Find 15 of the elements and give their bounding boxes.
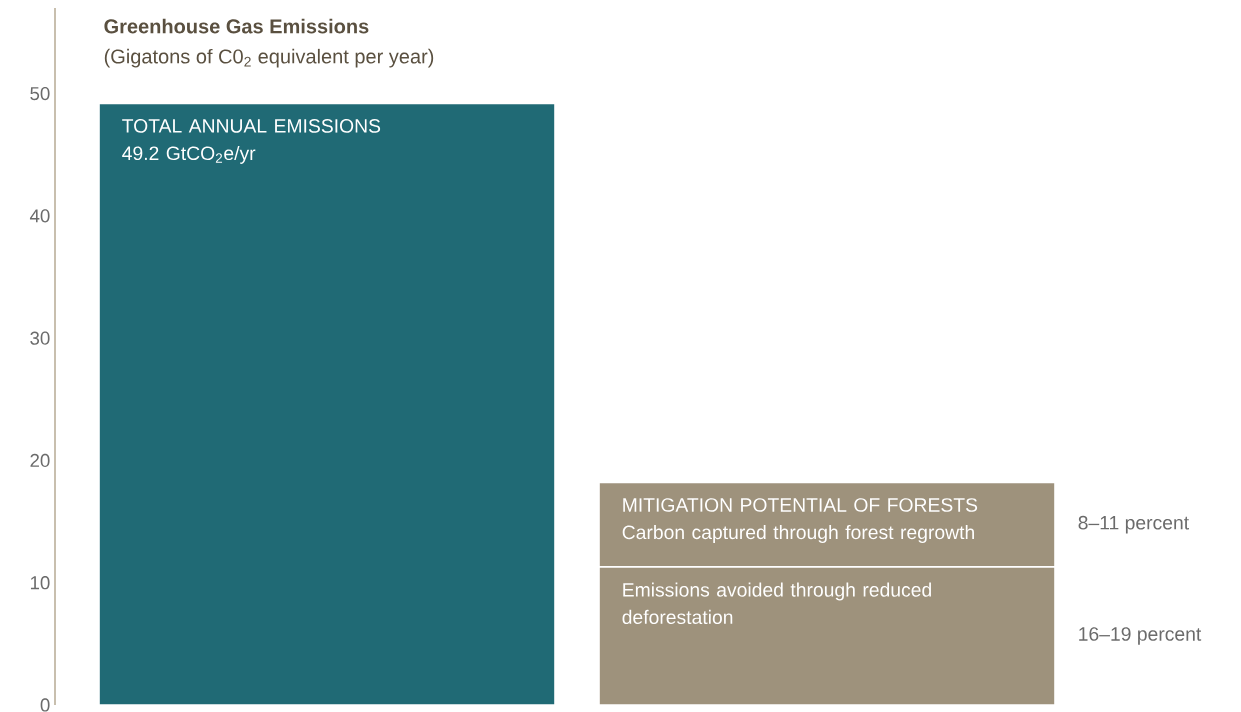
- y-tick-label: 10: [30, 576, 50, 590]
- y-tick-label: 0: [40, 698, 50, 712]
- text: 8–11 percent: [1078, 515, 1189, 534]
- series-label: Emissions avoided through reduced deforestation: [622, 582, 931, 625]
- text: 16–19 percent: [1079, 627, 1202, 645]
- text: (Gigatons of C0$_{2}$ equivalent per year): [104, 48, 434, 68]
- y-tick-label: 40: [29, 209, 50, 223]
- chart-title: Greenhouse Gas Emissions: [104, 18, 369, 34]
- series-label: Carbon captured through forest regrowth: [622, 524, 974, 543]
- annotation: MITIGATION POTENTIAL OF FORESTS: [623, 498, 978, 512]
- y-tick-label: 30: [30, 331, 50, 345]
- series-label: TOTAL ANNUAL EMISSIONS: [122, 119, 381, 133]
- y-tick-label: 50: [30, 86, 50, 101]
- data-label: 49.2 GtCO$_{2}$e/yr: [122, 145, 256, 164]
- y-tick-label: 20: [30, 453, 50, 468]
